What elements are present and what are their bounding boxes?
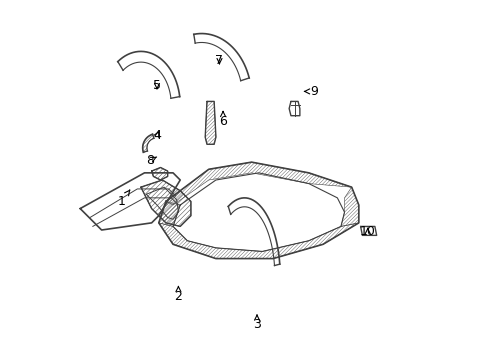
- Text: 4: 4: [153, 129, 161, 142]
- Text: 9: 9: [304, 85, 318, 98]
- Text: 5: 5: [153, 79, 161, 92]
- Text: 1: 1: [117, 190, 129, 208]
- Text: 3: 3: [253, 315, 261, 331]
- Text: 2: 2: [174, 287, 182, 303]
- Text: 6: 6: [219, 111, 226, 127]
- Text: 10: 10: [359, 225, 375, 238]
- Text: 7: 7: [215, 54, 223, 67]
- Text: 8: 8: [145, 154, 156, 167]
